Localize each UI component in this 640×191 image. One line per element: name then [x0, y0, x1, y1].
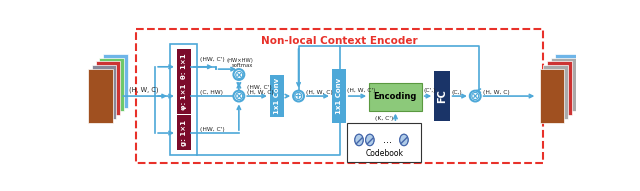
- Polygon shape: [555, 54, 580, 108]
- Text: Encoding: Encoding: [374, 92, 417, 101]
- Text: Non-local Context Encoder: Non-local Context Encoder: [260, 36, 417, 46]
- Text: (HW×HW): (HW×HW): [227, 58, 254, 63]
- FancyBboxPatch shape: [434, 71, 450, 121]
- Text: ⊕: ⊕: [293, 90, 304, 103]
- Ellipse shape: [355, 134, 364, 146]
- Text: (C, HW): (C, HW): [200, 91, 223, 96]
- FancyBboxPatch shape: [177, 49, 191, 84]
- Polygon shape: [103, 54, 128, 108]
- Circle shape: [293, 91, 304, 101]
- Ellipse shape: [365, 134, 374, 146]
- FancyBboxPatch shape: [348, 123, 421, 162]
- Polygon shape: [543, 65, 568, 119]
- Text: (K, C'): (K, C'): [376, 116, 394, 121]
- Text: (H, W, C): (H, W, C): [246, 91, 273, 96]
- Text: (HW, C'): (HW, C'): [200, 127, 225, 132]
- Polygon shape: [88, 69, 113, 123]
- Polygon shape: [540, 69, 564, 123]
- Polygon shape: [551, 57, 576, 112]
- FancyBboxPatch shape: [270, 75, 284, 117]
- Text: (H, W, C): (H, W, C): [307, 91, 333, 96]
- Text: (C',): (C',): [423, 88, 436, 93]
- Ellipse shape: [400, 134, 408, 146]
- Text: (C,): (C,): [451, 91, 462, 96]
- Text: ⊗: ⊗: [470, 90, 481, 103]
- Text: 1x1 Conv: 1x1 Conv: [336, 78, 342, 114]
- Text: (HW, C'): (HW, C'): [246, 85, 271, 90]
- Circle shape: [234, 91, 244, 101]
- Text: ⊗: ⊗: [234, 90, 244, 103]
- Text: θ: 1×1: θ: 1×1: [181, 54, 187, 79]
- FancyBboxPatch shape: [332, 69, 346, 123]
- FancyBboxPatch shape: [369, 83, 422, 111]
- Text: ⊗: ⊗: [234, 68, 244, 81]
- Text: softmax: softmax: [232, 63, 253, 68]
- Text: g: 1×1: g: 1×1: [181, 120, 187, 146]
- Polygon shape: [547, 62, 572, 115]
- Polygon shape: [92, 65, 116, 119]
- Text: Codebook: Codebook: [365, 149, 404, 158]
- Text: (HW, C'): (HW, C'): [200, 57, 225, 62]
- FancyBboxPatch shape: [136, 29, 543, 163]
- Polygon shape: [95, 62, 120, 115]
- Circle shape: [470, 91, 481, 101]
- Text: φ: 1×1: φ: 1×1: [181, 83, 187, 110]
- FancyBboxPatch shape: [177, 79, 191, 114]
- Text: (H, W, C): (H, W, C): [483, 91, 509, 96]
- Polygon shape: [99, 57, 124, 112]
- Circle shape: [234, 69, 244, 80]
- Text: ...: ...: [383, 135, 392, 145]
- Text: 1x1 Conv: 1x1 Conv: [274, 78, 280, 114]
- FancyBboxPatch shape: [177, 115, 191, 150]
- Text: (H, W, C'): (H, W, C'): [348, 88, 376, 93]
- Text: FC: FC: [437, 89, 447, 103]
- Text: (H, W, C): (H, W, C): [129, 87, 158, 93]
